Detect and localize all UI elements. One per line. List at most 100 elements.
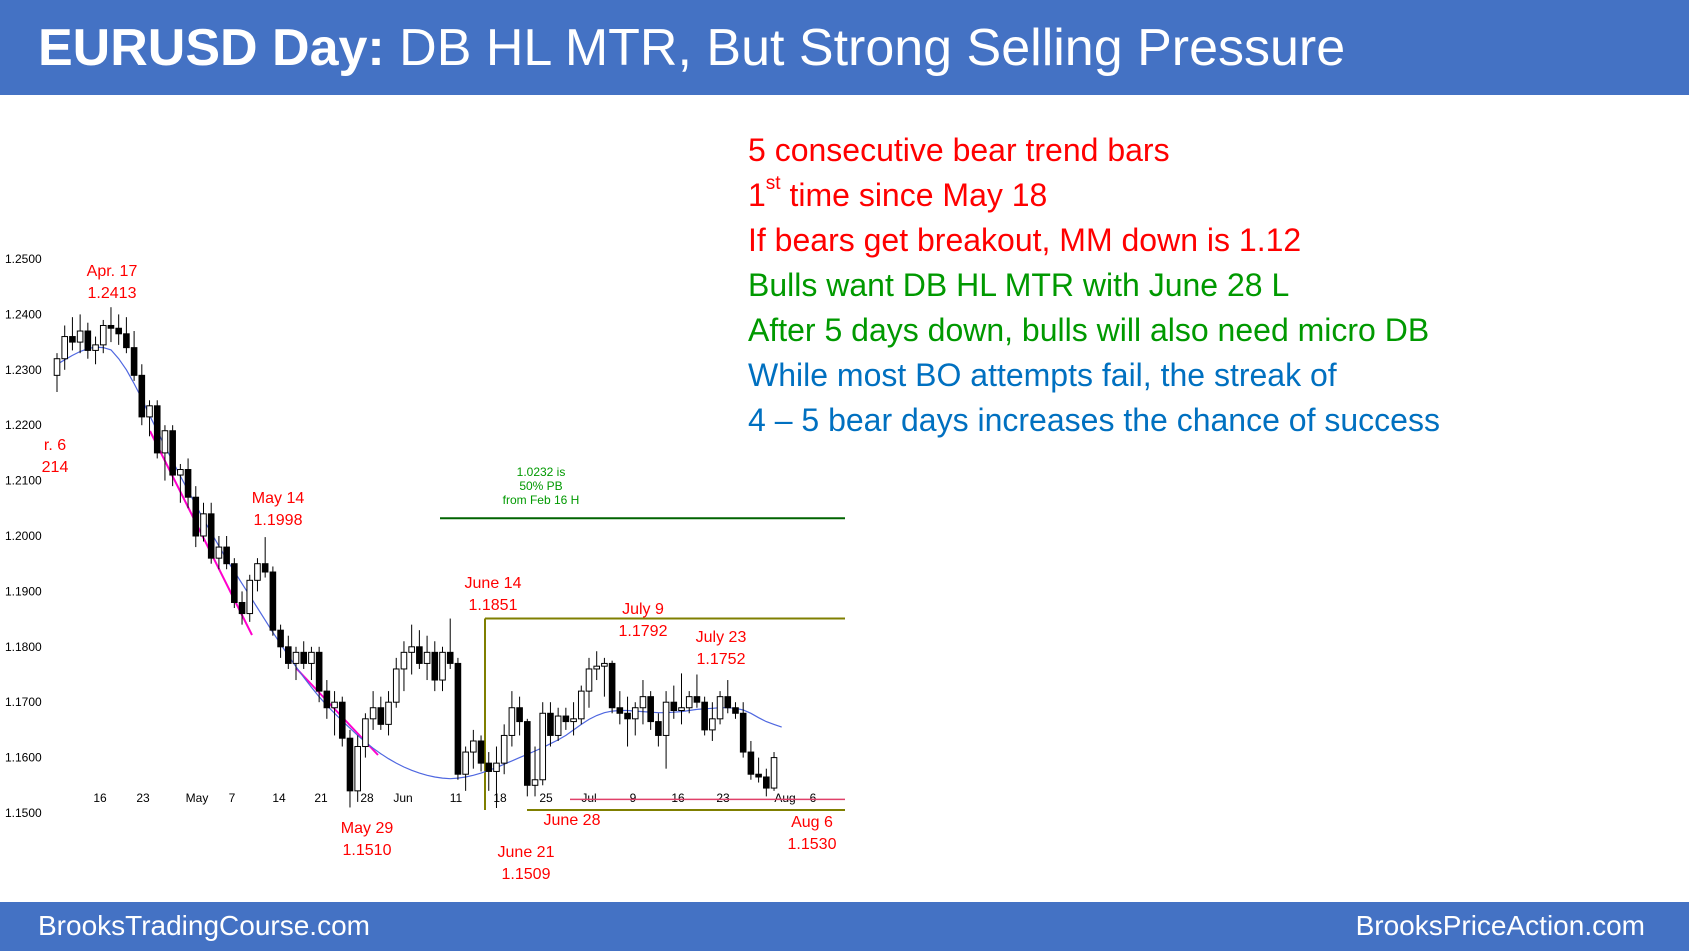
header-bar: EURUSD Day: DB HL MTR, But Strong Sellin… bbox=[0, 0, 1689, 95]
annotation-text: June 28 bbox=[544, 812, 601, 829]
candle bbox=[115, 314, 122, 345]
candle-body bbox=[477, 740, 485, 764]
x-tick-label: 16 bbox=[93, 791, 107, 805]
annotation-text: May 14 bbox=[252, 490, 305, 507]
candle bbox=[107, 307, 115, 343]
candle-body bbox=[308, 651, 315, 664]
y-tick-label: 1.1800 bbox=[5, 640, 42, 654]
candle-body bbox=[285, 646, 292, 664]
candle bbox=[678, 673, 685, 725]
candle bbox=[285, 635, 292, 669]
candle bbox=[524, 718, 531, 797]
candle-body bbox=[431, 651, 439, 681]
candle bbox=[69, 317, 76, 351]
footer-right-link[interactable]: BrooksPriceAction.com bbox=[1355, 910, 1645, 941]
candle-body bbox=[215, 546, 223, 559]
candle-body bbox=[547, 712, 554, 736]
candle-body bbox=[115, 327, 122, 335]
candle-body bbox=[639, 696, 647, 709]
candle-body bbox=[593, 665, 601, 670]
candle bbox=[755, 757, 762, 783]
candle-body bbox=[369, 707, 377, 720]
y-tick-label: 1.1500 bbox=[5, 806, 42, 820]
x-tick-label: Jul bbox=[581, 791, 596, 805]
candle-body bbox=[169, 430, 176, 476]
x-tick-label: 16 bbox=[671, 791, 685, 805]
candle bbox=[408, 624, 415, 675]
note-1: 5 consecutive bear trend bars bbox=[748, 132, 1170, 168]
candle-body bbox=[763, 776, 770, 789]
candle bbox=[493, 746, 500, 809]
candle-body bbox=[493, 762, 500, 772]
candle-body bbox=[500, 734, 508, 764]
candle bbox=[516, 696, 523, 736]
note-6: While most BO attempts fail, the streak … bbox=[748, 357, 1337, 393]
candle bbox=[416, 630, 423, 669]
candle-body bbox=[701, 701, 708, 731]
candle bbox=[470, 729, 477, 769]
candle bbox=[446, 618, 454, 669]
candle bbox=[92, 336, 99, 365]
candle bbox=[369, 691, 377, 730]
candle bbox=[477, 735, 485, 772]
candle-body bbox=[277, 629, 284, 648]
candle-body bbox=[331, 701, 338, 709]
candle-body bbox=[76, 330, 84, 343]
candle-body bbox=[716, 696, 724, 720]
candle bbox=[84, 322, 92, 359]
y-tick-label: 1.2400 bbox=[5, 307, 42, 321]
candle bbox=[192, 486, 200, 548]
candle-body bbox=[516, 707, 523, 723]
candle-body bbox=[554, 715, 562, 736]
candle-body bbox=[608, 662, 616, 709]
candle bbox=[685, 691, 693, 714]
candle-body bbox=[709, 718, 716, 731]
candle bbox=[531, 746, 539, 797]
note-7: 4 – 5 bear days increases the chance of … bbox=[748, 402, 1440, 438]
candle-body bbox=[184, 469, 192, 498]
candle-body bbox=[130, 347, 138, 376]
candle bbox=[130, 331, 138, 381]
candle-body bbox=[439, 651, 446, 681]
annotation-text: 50% PB bbox=[519, 479, 562, 493]
candle bbox=[177, 463, 184, 503]
annotation-text: 1.1509 bbox=[502, 866, 551, 883]
candle-body bbox=[531, 779, 539, 786]
candle bbox=[608, 660, 616, 714]
candle bbox=[153, 400, 161, 459]
candle bbox=[763, 768, 770, 797]
footer-left-link[interactable]: BrooksTradingCourse.com bbox=[38, 910, 370, 941]
candle-body bbox=[107, 324, 115, 329]
candle-body bbox=[192, 496, 200, 537]
candle-body bbox=[732, 707, 739, 714]
candle bbox=[338, 696, 346, 747]
candle bbox=[593, 651, 601, 681]
annotation-text: Apr. 17 bbox=[87, 263, 138, 280]
candle bbox=[508, 691, 516, 747]
candle bbox=[562, 707, 570, 730]
annotation-text: r. 6 bbox=[44, 437, 66, 454]
candle bbox=[323, 680, 331, 719]
candle-body bbox=[770, 757, 778, 789]
candle bbox=[709, 702, 716, 741]
candle bbox=[400, 641, 408, 692]
candle-body bbox=[61, 336, 69, 360]
candle bbox=[254, 558, 261, 592]
candle bbox=[670, 685, 678, 719]
candle-body bbox=[724, 696, 732, 709]
candle-body bbox=[624, 712, 631, 720]
annotation-text: June 21 bbox=[498, 844, 555, 861]
candle-body bbox=[693, 696, 701, 703]
candle-body bbox=[485, 762, 493, 772]
note-4: Bulls want DB HL MTR with June 28 L bbox=[748, 267, 1290, 303]
x-tick-label: 23 bbox=[716, 791, 730, 805]
y-tick-label: 1.1900 bbox=[5, 584, 42, 598]
candle bbox=[739, 702, 747, 758]
note-3: If bears get breakout, MM down is 1.12 bbox=[748, 222, 1302, 258]
candle-body bbox=[231, 563, 238, 603]
annotation-text: 214 bbox=[42, 459, 69, 476]
candle-body bbox=[362, 718, 369, 748]
candle-body bbox=[99, 324, 107, 346]
candle bbox=[331, 691, 338, 736]
candle bbox=[184, 458, 192, 509]
